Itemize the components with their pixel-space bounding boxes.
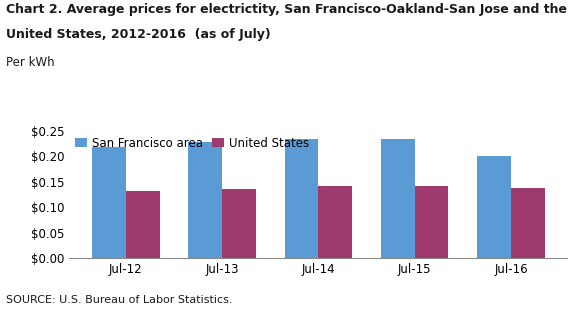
Bar: [511, 188, 545, 258]
Bar: [92, 147, 126, 258]
Text: Per kWh: Per kWh: [6, 56, 54, 69]
Bar: [188, 142, 222, 258]
Bar: [126, 191, 160, 258]
Text: United States, 2012-2016  (as of July): United States, 2012-2016 (as of July): [6, 28, 270, 41]
Legend: San Francisco area, United States: San Francisco area, United States: [75, 137, 309, 150]
Text: SOURCE: U.S. Bureau of Labor Statistics.: SOURCE: U.S. Bureau of Labor Statistics.: [6, 295, 232, 305]
Bar: [318, 186, 352, 258]
Text: Chart 2. Average prices for electrictity, San Francisco-Oakland-San Jose and the: Chart 2. Average prices for electrictity…: [6, 3, 567, 16]
Bar: [415, 186, 449, 258]
Bar: [477, 156, 511, 258]
Bar: [381, 139, 415, 258]
Bar: [285, 139, 318, 258]
Bar: [222, 189, 256, 258]
